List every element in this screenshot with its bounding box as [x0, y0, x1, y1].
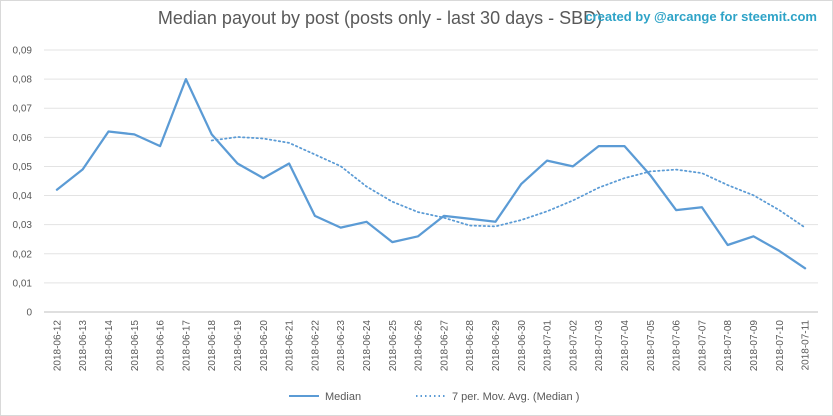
x-tick-label: 2018-07-02	[568, 320, 579, 372]
x-tick-label: 2018-06-24	[362, 320, 373, 372]
y-tick-label: 0,09	[13, 46, 33, 57]
legend-label: Median	[325, 391, 361, 403]
x-tick-label: 2018-07-10	[775, 320, 786, 372]
legend-label: 7 per. Mov. Avg. (Median )	[452, 391, 579, 403]
y-axis-ticks: 0 0,01 0,02 0,03 0,04 0,05 0,06 0,07 0,08 0,09	[13, 46, 33, 319]
y-tick-label: 0,02	[13, 249, 33, 260]
series-lines	[55, 77, 807, 270]
x-tick-label: 2018-06-13	[78, 320, 89, 372]
x-tick-label: 2018-06-21	[285, 320, 296, 372]
y-tick-label: 0,07	[13, 104, 33, 115]
y-tick-label: 0	[26, 308, 32, 319]
moving-average-series-line	[210, 136, 806, 229]
x-axis-ticks: 2018-06-12 2018-06-13 2018-06-14 2018-06-15…	[52, 320, 811, 372]
y-tick-label: 0,05	[13, 162, 33, 173]
x-tick-label: 2018-06-27	[439, 320, 450, 372]
x-tick-label: 2018-06-23	[336, 320, 347, 372]
x-tick-label: 2018-07-08	[723, 320, 734, 372]
x-tick-label: 2018-06-22	[310, 320, 321, 372]
y-tick-label: 0,01	[13, 278, 33, 289]
x-tick-label: 2018-07-11	[801, 320, 812, 371]
x-tick-label: 2018-07-09	[749, 320, 760, 372]
x-tick-label: 2018-06-12	[52, 320, 63, 372]
y-tick-label: 0,08	[13, 75, 33, 86]
x-tick-label: 2018-06-18	[207, 320, 218, 372]
x-tick-label: 2018-06-29	[491, 320, 502, 372]
x-tick-label: 2018-07-01	[543, 320, 554, 372]
chart-title: Median payout by post (posts only - last…	[157, 8, 603, 28]
grid-lines	[44, 49, 818, 313]
x-tick-label: 2018-07-06	[672, 320, 683, 372]
x-tick-label: 2018-06-30	[517, 320, 528, 372]
y-tick-label: 0,03	[13, 220, 33, 231]
x-tick-label: 2018-06-20	[259, 320, 270, 372]
x-tick-label: 2018-07-04	[620, 320, 631, 372]
x-tick-label: 2018-06-25	[388, 320, 399, 372]
x-tick-label: 2018-07-05	[646, 320, 657, 372]
x-tick-label: 2018-07-03	[594, 320, 605, 372]
x-tick-label: 2018-06-26	[414, 320, 425, 372]
credit-text: created by @arcange for steemit.com	[585, 9, 817, 24]
legend: Median 7 per. Mov. Avg. (Median )	[289, 391, 579, 403]
x-tick-label: 2018-06-19	[233, 320, 244, 372]
y-tick-label: 0,06	[13, 133, 33, 144]
x-tick-label: 2018-06-28	[465, 320, 476, 372]
x-tick-label: 2018-06-14	[104, 320, 115, 372]
x-tick-label: 2018-07-07	[697, 320, 708, 372]
x-tick-label: 2018-06-17	[181, 320, 192, 372]
median-series-line	[55, 77, 807, 270]
y-tick-label: 0,04	[13, 191, 33, 202]
x-tick-label: 2018-06-16	[156, 320, 167, 372]
x-tick-label: 2018-06-15	[130, 320, 141, 372]
